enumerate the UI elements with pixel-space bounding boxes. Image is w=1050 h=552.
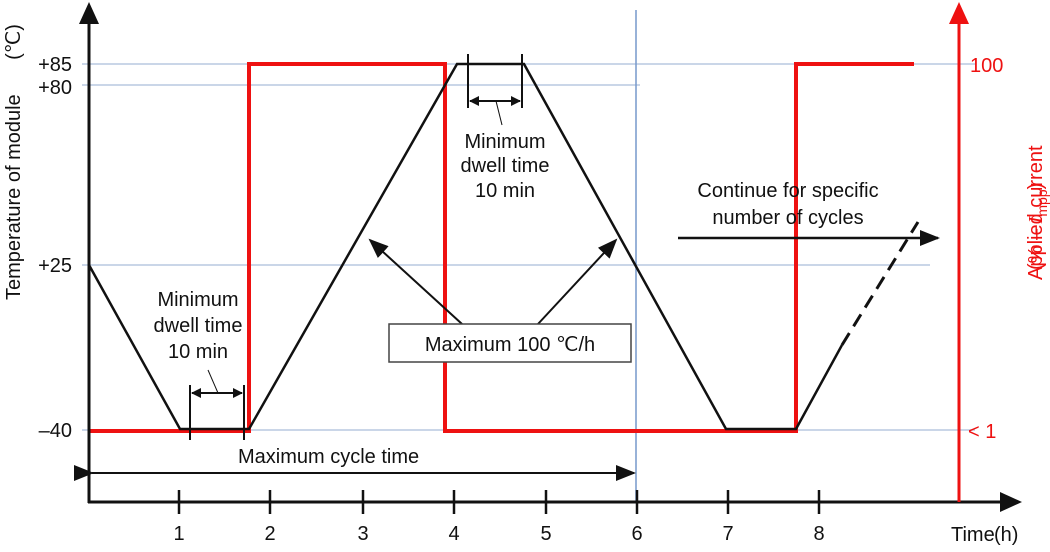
x-tick-label: 7 xyxy=(722,523,733,545)
continue-annotation: Continue for specific number of cycles xyxy=(678,180,940,246)
right-axis-unit: (% – Impp) xyxy=(1025,183,1050,270)
left-axis-unit: (℃) xyxy=(3,24,25,60)
x-tick-label: 6 xyxy=(631,523,642,545)
temperature-line xyxy=(87,62,844,431)
x-tick-label: 3 xyxy=(357,523,368,545)
svg-text:dwell time: dwell time xyxy=(461,155,550,177)
x-tick-label: 1 xyxy=(173,523,184,545)
y-tick-label: +85 xyxy=(38,54,72,76)
y-tick-label: –40 xyxy=(39,420,72,442)
cycle-time-annotation: Maximum cycle time xyxy=(74,446,636,481)
dwell-time-high-annotation: Minimum dwell time 10 min xyxy=(461,54,550,202)
right-axis-title: Applied current xyxy=(1025,145,1047,280)
right-axis-arrow-icon xyxy=(949,2,969,24)
temperature-continuation-dashed xyxy=(840,221,920,346)
gridlines xyxy=(82,63,975,431)
y-tick-label: +25 xyxy=(38,255,72,277)
svg-text:Maximum cycle time: Maximum cycle time xyxy=(238,446,419,468)
dwell-time-low-annotation: Minimum dwell time 10 min xyxy=(154,289,245,440)
svg-text:Maximum 100 ℃/h: Maximum 100 ℃/h xyxy=(425,334,595,356)
y-tick-label: +80 xyxy=(38,77,72,99)
x-tick-label: 8 xyxy=(813,523,824,545)
left-axis-arrow-icon xyxy=(79,2,99,24)
x-tick-label: 2 xyxy=(264,523,275,545)
svg-text:Continue for specific: Continue for specific xyxy=(697,180,878,202)
x-tick-label: 5 xyxy=(540,523,551,545)
x-tick-label: 4 xyxy=(448,523,459,545)
x-axis-unit: (h) xyxy=(994,524,1018,546)
left-axis-title: Temperature of module xyxy=(3,94,25,300)
svg-text:10 min: 10 min xyxy=(168,341,228,363)
right-tick-label: < 1 xyxy=(968,421,996,443)
svg-text:Minimum: Minimum xyxy=(157,289,238,311)
ramp-rate-annotation: Maximum 100 ℃/h xyxy=(368,238,632,363)
left-tick-labels: +85 +80 +25 –40 xyxy=(38,54,72,442)
applied-current-line xyxy=(89,62,914,433)
x-ticks xyxy=(177,490,821,514)
svg-text:number of cycles: number of cycles xyxy=(712,207,863,229)
svg-text:10 min: 10 min xyxy=(475,180,535,202)
svg-text:Minimum: Minimum xyxy=(464,131,545,153)
svg-text:dwell time: dwell time xyxy=(154,315,243,337)
right-tick-label: 100 xyxy=(970,55,1003,77)
x-axis-label: Time xyxy=(951,524,995,546)
x-axis-arrow-icon xyxy=(1000,492,1022,512)
svg-text:(% – Impp): (% – Impp) xyxy=(1025,183,1050,270)
x-tick-labels: 1 2 3 4 5 6 7 8 xyxy=(173,523,824,545)
